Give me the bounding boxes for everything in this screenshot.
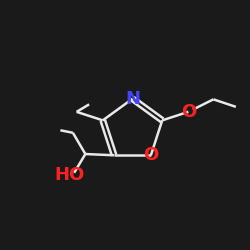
Text: O: O: [181, 103, 196, 121]
Text: O: O: [143, 146, 158, 164]
Text: N: N: [125, 90, 140, 108]
Text: HO: HO: [54, 166, 84, 184]
